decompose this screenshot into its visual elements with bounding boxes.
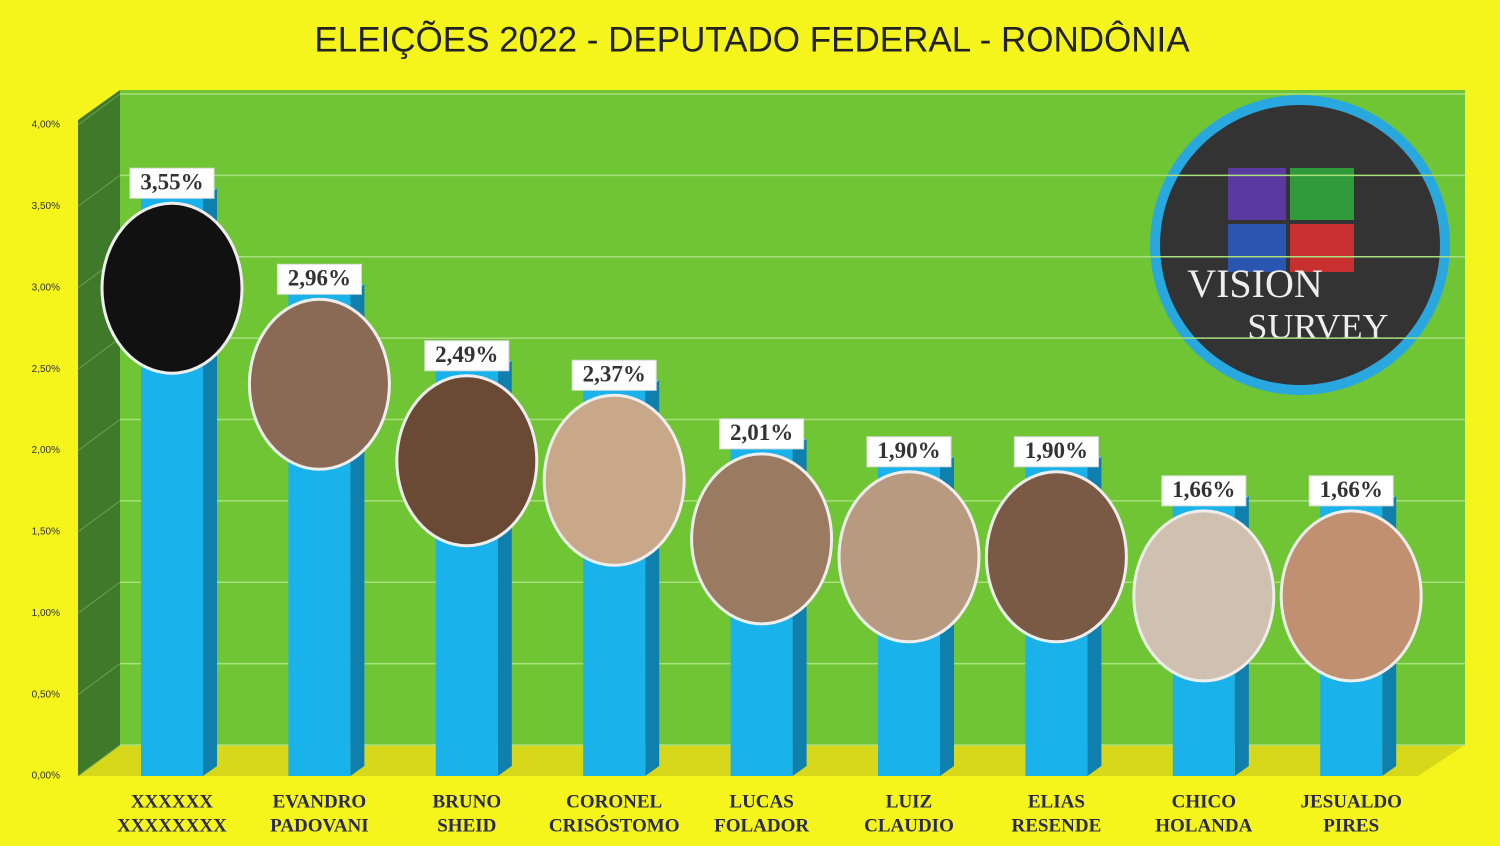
x-tick-label: RESENDE (1012, 815, 1102, 836)
value-label: 3,55% (140, 170, 203, 195)
logo-text: VISION (1187, 261, 1323, 306)
grid-line (77, 419, 121, 451)
value-label: 2,49% (435, 342, 498, 367)
x-tick-label: PADOVANI (270, 815, 369, 836)
photo (247, 297, 391, 471)
value-label-box (129, 167, 215, 199)
photo (690, 452, 834, 626)
grid-line (77, 581, 121, 614)
logo-quad (1228, 224, 1286, 272)
value-label: 1,90% (877, 438, 940, 463)
logo-quad (1290, 224, 1354, 272)
value-label: 2,37% (583, 362, 646, 387)
value-label-box (1013, 436, 1099, 468)
x-tick-label: EVANDRO (273, 791, 367, 812)
value-label-box (1308, 475, 1394, 507)
y-tick-label: 4,00% (32, 120, 60, 131)
chart-title: ELEIÇÕES 2022 - DEPUTADO FEDERAL - RONDÔ… (314, 19, 1190, 59)
x-tick-label: CRISÓSTOMO (549, 814, 680, 836)
value-label-box (571, 359, 657, 391)
value-label: 2,01% (730, 420, 793, 445)
grid-line (77, 174, 121, 207)
value-label-box (1161, 475, 1247, 507)
x-tick-label: LUIZ (886, 791, 932, 812)
photo (984, 470, 1128, 644)
grid-line (77, 337, 121, 370)
grid-line (77, 663, 121, 696)
x-tick-label: CLAUDIO (864, 815, 954, 836)
x-tick-label: PIRES (1323, 815, 1379, 836)
y-tick-label: 0,00% (32, 771, 60, 782)
x-tick-label: CHICO (1172, 791, 1236, 812)
grid-line (77, 500, 121, 533)
grid-line (77, 744, 121, 777)
value-label-box (276, 263, 362, 295)
y-tick-label: 2,00% (32, 445, 60, 456)
value-label: 1,66% (1172, 477, 1235, 502)
value-label-box (719, 418, 805, 450)
photo (1132, 509, 1276, 683)
x-tick-label: LUCAS (729, 791, 793, 812)
x-tick-label: HOLANDA (1155, 815, 1252, 836)
y-tick-label: 2,50% (32, 364, 60, 375)
x-tick-label: BRUNO (432, 791, 501, 812)
photo (837, 470, 981, 644)
logo-quad (1290, 168, 1354, 220)
y-tick-label: 3,00% (32, 282, 60, 293)
value-label: 2,96% (288, 266, 351, 291)
logo: VISION SURVEY (1150, 95, 1450, 395)
value-label: 1,66% (1320, 477, 1383, 502)
x-tick-label: ELIAS (1028, 791, 1085, 812)
photo (1279, 509, 1423, 683)
x-tick-label: CORONEL (566, 791, 662, 812)
value-label: 1,90% (1025, 438, 1088, 463)
y-tick-label: 0,50% (32, 689, 60, 700)
value-label-box (424, 340, 510, 372)
x-tick-label: XXXXXX (131, 791, 214, 812)
grid-line (77, 93, 121, 126)
photo (100, 201, 244, 375)
y-tick-label: 1,00% (32, 608, 60, 619)
logo-quad (1228, 168, 1286, 220)
x-tick-label: JESUALDO (1301, 791, 1402, 812)
y-tick-label: 1,50% (32, 527, 60, 538)
x-tick-label: FOLADOR (714, 815, 809, 836)
x-tick-label: SHEID (437, 815, 496, 836)
side-wall (78, 90, 120, 776)
logo-text: SURVEY (1247, 306, 1388, 346)
plot: 0,00% 0,50% 1,00% 1,50% 2,00% 2,50% 3,00% 3,50%… (32, 93, 1465, 836)
value-label-box (866, 436, 952, 468)
x-tick-label: XXXXXXXX (117, 815, 227, 836)
y-tick-label: 3,50% (32, 201, 60, 212)
photo (395, 374, 539, 548)
photo (542, 393, 686, 567)
